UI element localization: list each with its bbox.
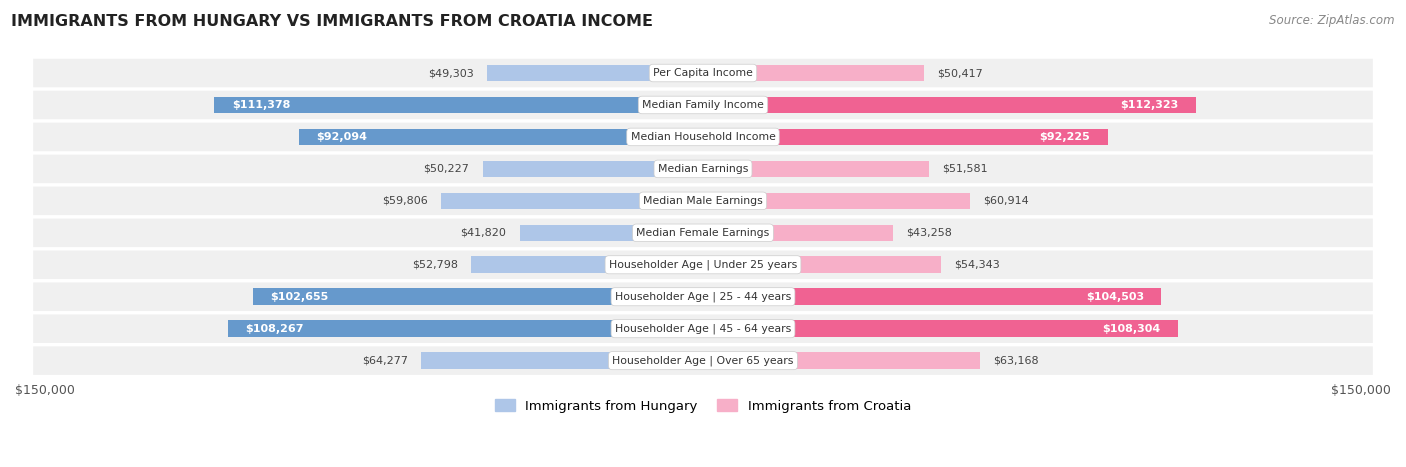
FancyBboxPatch shape	[32, 281, 1374, 312]
Bar	[703, 65, 924, 81]
FancyBboxPatch shape	[32, 313, 1374, 344]
Bar	[703, 192, 970, 209]
FancyBboxPatch shape	[32, 57, 1374, 89]
Bar	[299, 128, 703, 145]
Text: $50,417: $50,417	[938, 68, 983, 78]
Text: $104,503: $104,503	[1085, 292, 1144, 302]
Bar	[703, 289, 1161, 305]
Text: Median Female Earnings: Median Female Earnings	[637, 228, 769, 238]
Bar	[703, 97, 1195, 113]
Text: Source: ZipAtlas.com: Source: ZipAtlas.com	[1270, 14, 1395, 27]
Text: $59,806: $59,806	[381, 196, 427, 206]
Text: $54,343: $54,343	[955, 260, 1000, 270]
Bar	[703, 320, 1178, 337]
Bar	[214, 97, 703, 113]
Bar	[486, 65, 703, 81]
Text: $112,323: $112,323	[1121, 100, 1178, 110]
Legend: Immigrants from Hungary, Immigrants from Croatia: Immigrants from Hungary, Immigrants from…	[489, 394, 917, 418]
Bar	[420, 352, 703, 369]
FancyBboxPatch shape	[32, 185, 1374, 217]
Bar	[703, 128, 1108, 145]
Text: Median Family Income: Median Family Income	[643, 100, 763, 110]
Text: $64,277: $64,277	[361, 356, 408, 366]
Text: $43,258: $43,258	[905, 228, 952, 238]
Text: Median Household Income: Median Household Income	[630, 132, 776, 142]
Bar	[703, 225, 893, 241]
Text: $60,914: $60,914	[983, 196, 1029, 206]
Text: $50,227: $50,227	[423, 164, 470, 174]
FancyBboxPatch shape	[32, 249, 1374, 281]
Text: $102,655: $102,655	[270, 292, 329, 302]
Bar	[703, 161, 929, 177]
Text: $108,304: $108,304	[1102, 324, 1160, 334]
Text: $63,168: $63,168	[993, 356, 1039, 366]
Bar	[253, 289, 703, 305]
Text: Median Male Earnings: Median Male Earnings	[643, 196, 763, 206]
FancyBboxPatch shape	[32, 89, 1374, 120]
Text: Householder Age | 25 - 44 years: Householder Age | 25 - 44 years	[614, 291, 792, 302]
Text: IMMIGRANTS FROM HUNGARY VS IMMIGRANTS FROM CROATIA INCOME: IMMIGRANTS FROM HUNGARY VS IMMIGRANTS FR…	[11, 14, 654, 29]
Bar	[228, 320, 703, 337]
Text: $108,267: $108,267	[246, 324, 304, 334]
Text: $52,798: $52,798	[412, 260, 458, 270]
Text: Householder Age | 45 - 64 years: Householder Age | 45 - 64 years	[614, 324, 792, 334]
Bar	[440, 192, 703, 209]
Text: Median Earnings: Median Earnings	[658, 164, 748, 174]
Text: $51,581: $51,581	[942, 164, 988, 174]
Text: Householder Age | Over 65 years: Householder Age | Over 65 years	[612, 355, 794, 366]
Text: $49,303: $49,303	[427, 68, 474, 78]
Text: $41,820: $41,820	[461, 228, 506, 238]
Bar	[482, 161, 703, 177]
Bar	[703, 256, 942, 273]
FancyBboxPatch shape	[32, 121, 1374, 153]
Bar	[703, 352, 980, 369]
FancyBboxPatch shape	[32, 345, 1374, 376]
FancyBboxPatch shape	[32, 217, 1374, 248]
Bar	[471, 256, 703, 273]
FancyBboxPatch shape	[32, 153, 1374, 184]
Bar	[520, 225, 703, 241]
Text: $111,378: $111,378	[232, 100, 290, 110]
Text: $92,225: $92,225	[1039, 132, 1090, 142]
Text: Per Capita Income: Per Capita Income	[652, 68, 754, 78]
Text: Householder Age | Under 25 years: Householder Age | Under 25 years	[609, 260, 797, 270]
Text: $92,094: $92,094	[316, 132, 367, 142]
